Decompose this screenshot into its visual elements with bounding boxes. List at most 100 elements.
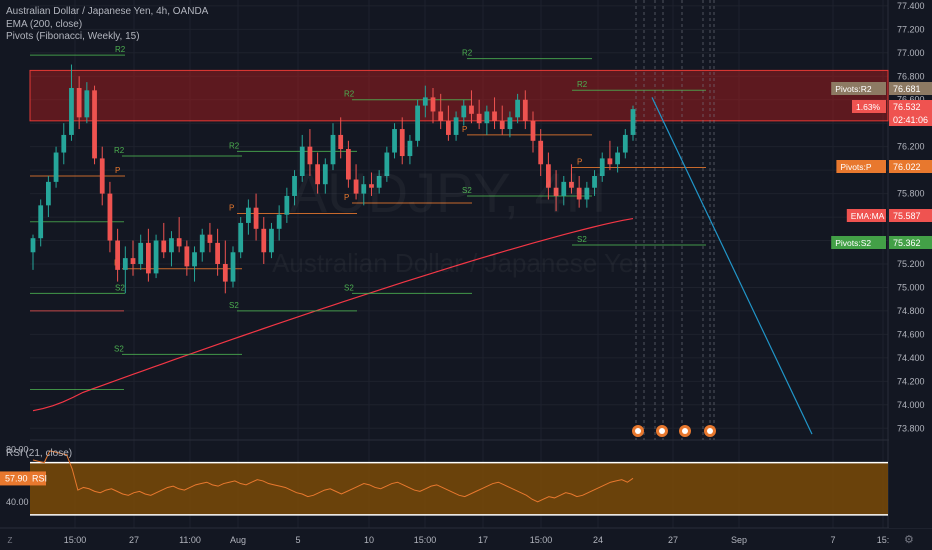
- price-tick-label: 73.800: [897, 423, 925, 433]
- pivot-label-s2: S2: [114, 344, 124, 353]
- price-badge-label-bg: [831, 82, 886, 95]
- event-flag-dot: [635, 428, 641, 434]
- pivots-legend[interactable]: Pivots (Fibonacci, Weekly, 15): [6, 31, 140, 42]
- pivot-label-p: P: [462, 125, 467, 134]
- candle-body: [353, 179, 359, 194]
- price-tick-label: 74.000: [897, 400, 925, 410]
- time-tick-label: 10: [364, 535, 374, 545]
- symbol-title[interactable]: Australian Dollar / Japanese Yen, 4h, OA…: [6, 6, 209, 17]
- candle-body: [422, 97, 428, 106]
- price-badge-value: 76.532: [893, 102, 921, 112]
- pivot-label-s2: S2: [462, 186, 472, 195]
- price-axis[interactable]: 77.40077.20077.00076.80076.60076.40076.2…: [889, 0, 932, 528]
- candle-body: [230, 252, 236, 282]
- zone-rect: [29, 69, 889, 122]
- time-tick-label: Sep: [731, 535, 747, 545]
- candle-body: [61, 134, 67, 153]
- pivot-label-p: P: [344, 193, 349, 202]
- gear-icon[interactable]: ⚙: [904, 534, 914, 546]
- candle-body: [599, 158, 605, 176]
- candle-body: [84, 90, 90, 118]
- price-badge-value: 75.362: [893, 238, 921, 248]
- pivot-label-r2: R2: [344, 90, 355, 99]
- price-tick-label: 74.200: [897, 376, 925, 386]
- candle-body: [92, 90, 97, 159]
- candle-body: [492, 111, 497, 121]
- ema-legend[interactable]: EMA (200, close): [6, 18, 83, 30]
- candle-body: [307, 146, 313, 165]
- candle-body: [192, 252, 197, 267]
- watermark-name: Australian Dollar / Japanese Yen: [272, 248, 648, 278]
- price-tick-label: 75.800: [897, 189, 925, 199]
- candle-body: [476, 113, 482, 124]
- time-tick-label: 15:: [877, 535, 890, 545]
- candle-body: [576, 187, 582, 200]
- candle-body: [222, 264, 228, 282]
- price-badge-value: 76.022: [893, 162, 921, 172]
- price-tick-label: 76.600: [897, 95, 925, 105]
- price-badge-label: Pivots:P: [840, 162, 872, 172]
- candle-body: [438, 111, 444, 121]
- price-badge-label: 1.63%: [856, 102, 881, 112]
- candle-body: [415, 105, 420, 141]
- candle-body: [346, 149, 351, 180]
- candle-body: [76, 88, 82, 118]
- price-badge-value-bg: [889, 113, 932, 126]
- rsi-legend[interactable]: RSI (21, close): [6, 448, 73, 459]
- candle-body: [176, 238, 182, 247]
- candle-body: [553, 187, 559, 196]
- candle-body: [630, 109, 636, 135]
- price-tick-label: 75.200: [897, 259, 925, 269]
- candle-body: [546, 164, 551, 188]
- pivot-label-p: P: [115, 166, 120, 175]
- candle-body: [615, 152, 620, 165]
- candle-body: [330, 134, 336, 165]
- candle-body: [507, 117, 513, 130]
- price-badges: Pivots:R2 76.681 1.63% 76.532 02:41:06 Pivots…: [831, 82, 932, 249]
- candle-body: [592, 176, 597, 188]
- rsi-badge-value: 57.90: [5, 473, 28, 483]
- watermark: AUDJPY, 4H Australian Dollar / Japanese …: [272, 161, 648, 278]
- pivot-label-p: P: [229, 204, 234, 213]
- resistance-zone: [29, 69, 889, 122]
- candle-body: [146, 242, 151, 274]
- price-badge-value: 76.681: [893, 84, 921, 94]
- candle-body: [622, 134, 628, 153]
- time-tick-label: 24: [593, 535, 603, 545]
- trendline[interactable]: [651, 97, 813, 435]
- rsi-band: [30, 462, 888, 515]
- pivot-label-s2: S2: [577, 235, 587, 244]
- time-tick-label: 27: [129, 535, 139, 545]
- candle-body: [538, 140, 544, 165]
- pivot-label-s2: S2: [229, 301, 239, 310]
- candle-body: [322, 164, 328, 185]
- price-badge-label: EMA:MA: [851, 211, 885, 221]
- pivot-levels: R2PS2R2PS2R2PS2R2PS2R2PS2R2PS2: [30, 45, 706, 391]
- time-tick-label: 11:00: [179, 535, 201, 545]
- time-tick-label: 27: [668, 535, 678, 545]
- candle-body: [499, 120, 505, 130]
- rsi-badge-label: RSI: [32, 473, 47, 483]
- watermark-ticker: AUDJPY, 4H: [290, 161, 606, 224]
- timezone-z-icon[interactable]: Z: [7, 536, 13, 545]
- candle-body: [584, 187, 590, 200]
- event-flag-dot: [707, 428, 713, 434]
- price-badge-value-bg: [889, 82, 932, 95]
- candle-body: [269, 228, 274, 253]
- candle-body: [246, 207, 251, 223]
- candle-body: [338, 134, 344, 150]
- rsi-line: [32, 450, 634, 503]
- candle-body: [407, 140, 413, 157]
- time-axis[interactable]: 15:00 27 11:00 Aug 5 10 15:00 17 15:00 24 27 Sep 7 15…: [64, 535, 890, 545]
- candle-body: [53, 152, 59, 182]
- price-badge-value-bg: [889, 236, 932, 249]
- time-tick-label: Aug: [230, 535, 246, 545]
- event-flag-dot: [659, 428, 665, 434]
- candle-body: [161, 240, 167, 253]
- price-badge-label-bg: [836, 160, 886, 173]
- candle-body: [469, 105, 474, 114]
- time-tick-label: 15:00: [64, 535, 87, 545]
- candle-body: [569, 181, 574, 188]
